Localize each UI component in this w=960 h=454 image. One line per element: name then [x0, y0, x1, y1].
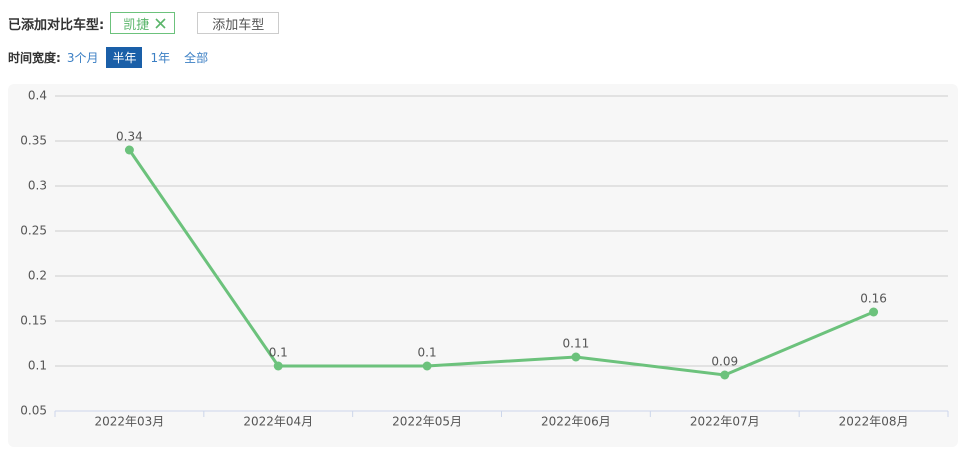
y-tick-label: 0.25: [20, 224, 47, 238]
x-tick-label: 2022年07月: [690, 415, 760, 429]
time-option[interactable]: 半年: [106, 46, 143, 68]
data-label: 0.16: [860, 292, 887, 306]
x-tick-label: 2022年08月: [839, 415, 909, 429]
x-tick-label: 2022年05月: [392, 415, 462, 429]
time-option[interactable]: 1年: [150, 50, 171, 65]
line: [128, 149, 875, 377]
point: [273, 361, 283, 371]
point: [720, 370, 730, 380]
close-icon[interactable]: [155, 17, 166, 29]
x-tick-label: 2022年04月: [243, 415, 313, 429]
time-options: 3个月 半年 1年 全部: [61, 46, 216, 68]
compare-row: 已添加对比车型: 凯捷 添加车型: [8, 11, 280, 35]
time-option[interactable]: 全部: [184, 50, 209, 65]
time-label: 时间宽度:: [8, 50, 61, 65]
data-label: 0.1: [418, 346, 437, 360]
data-label: 0.34: [116, 130, 143, 144]
x-tick-label: 2022年06月: [541, 415, 611, 429]
y-tick-label: 0.1: [28, 359, 47, 373]
point: [422, 361, 432, 371]
y-tick-label: 0.35: [20, 134, 47, 148]
chart-bg: [8, 84, 958, 447]
point: [124, 145, 134, 155]
add-button[interactable]: 添加车型: [197, 12, 280, 34]
y-tick-label: 0.15: [20, 314, 47, 328]
data-label: 0.1: [269, 346, 288, 360]
data-label: 0.11: [563, 337, 590, 351]
y-tick-label: 0.4: [28, 89, 47, 103]
y-tick-label: 0.3: [28, 179, 47, 193]
added-label: 已添加对比车型:: [8, 17, 105, 33]
car-tag[interactable]: 凯捷: [110, 12, 176, 34]
y-tick-label: 0.2: [28, 269, 47, 283]
point: [571, 352, 581, 362]
time-option[interactable]: 3个月: [66, 50, 99, 65]
data-label: 0.09: [711, 355, 738, 369]
tag-text: 凯捷: [123, 17, 150, 33]
y-tick-label: 0.05: [20, 404, 47, 418]
time-row: 时间宽度: 3个月 半年 1年 全部: [8, 46, 216, 68]
x-tick-label: 2022年03月: [95, 415, 165, 429]
point: [869, 307, 879, 317]
